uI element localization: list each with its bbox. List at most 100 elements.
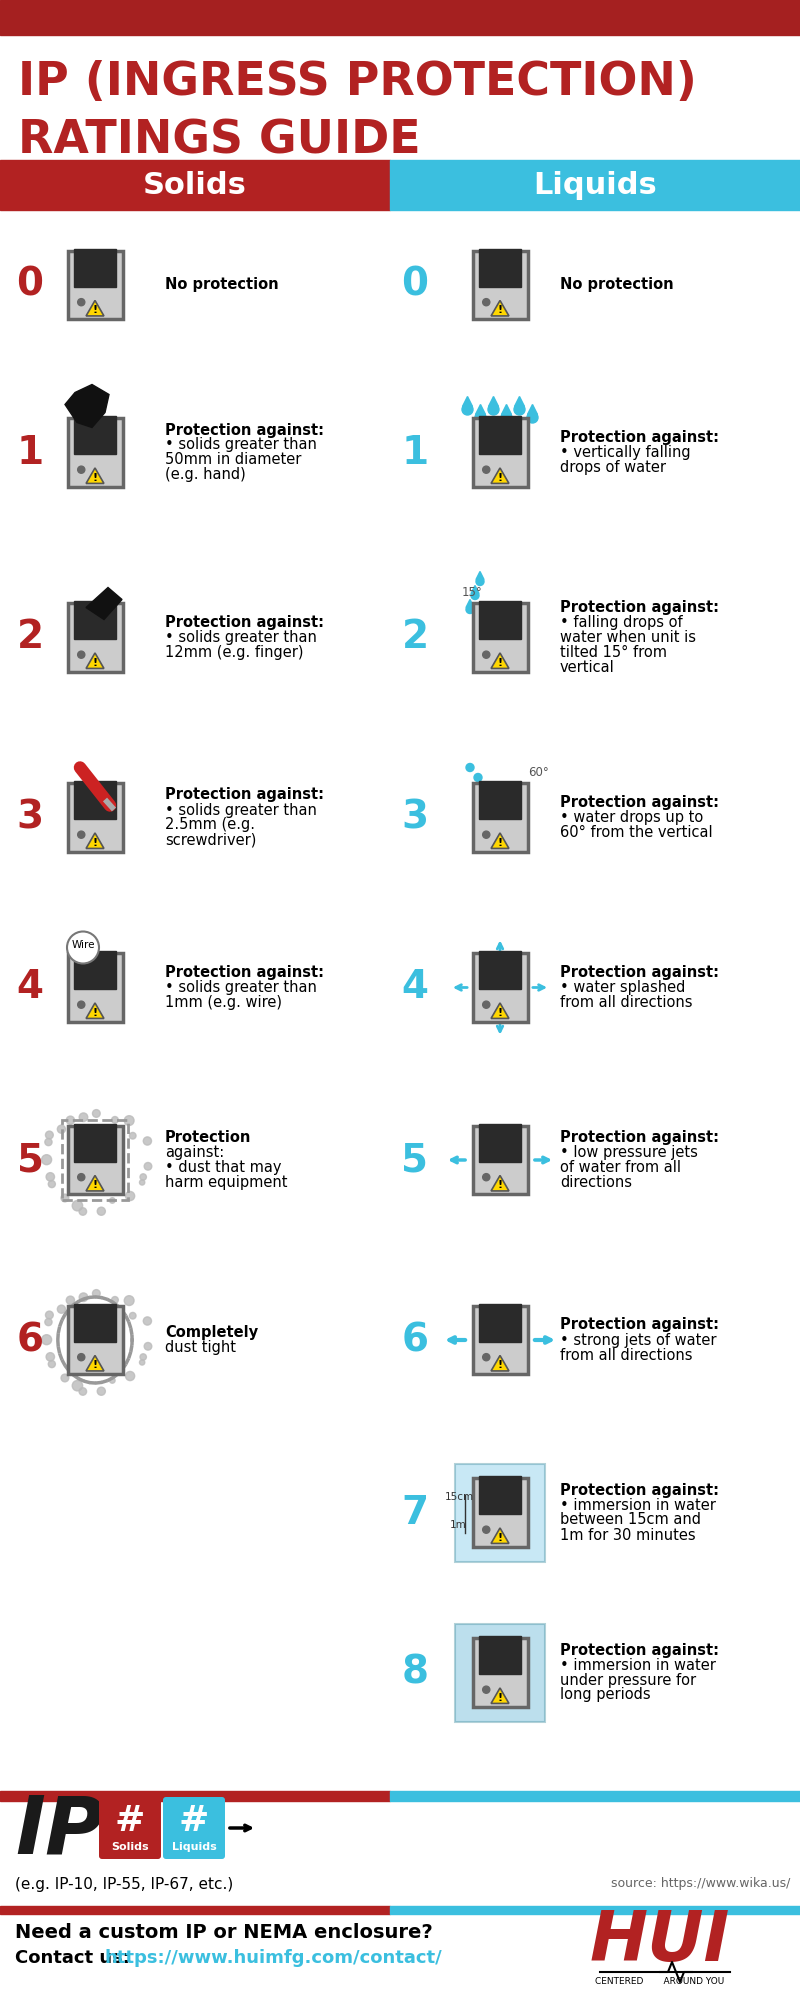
Text: Protection against:: Protection against: [165, 788, 324, 802]
Text: • dust that may: • dust that may [165, 1160, 282, 1174]
Circle shape [98, 1208, 106, 1216]
Circle shape [475, 412, 486, 424]
Bar [74, 416, 116, 454]
Bar [390, 1792, 800, 1800]
Polygon shape [502, 404, 511, 414]
Text: vertical: vertical [560, 660, 614, 676]
Text: #: # [115, 1804, 145, 1838]
Polygon shape [491, 1528, 509, 1544]
Text: dust tight: dust tight [165, 1340, 236, 1356]
Polygon shape [86, 652, 104, 668]
Text: 8: 8 [402, 1654, 429, 1692]
Text: drops of water: drops of water [560, 460, 666, 474]
Polygon shape [86, 588, 122, 620]
Text: 15°: 15° [462, 586, 482, 598]
Text: 6: 6 [17, 1320, 43, 1360]
Text: RATINGS GUIDE: RATINGS GUIDE [18, 118, 421, 164]
Circle shape [78, 1002, 85, 1008]
Circle shape [78, 466, 85, 474]
Text: https://www.huimfg.com/contact/: https://www.huimfg.com/contact/ [105, 1948, 442, 1968]
Circle shape [144, 1162, 152, 1170]
Circle shape [482, 1002, 490, 1008]
Text: IP (INGRESS PROTECTION): IP (INGRESS PROTECTION) [18, 60, 697, 104]
Text: HUI: HUI [590, 1908, 730, 1976]
Text: !: ! [498, 658, 502, 668]
Circle shape [488, 404, 499, 416]
FancyBboxPatch shape [163, 1796, 225, 1860]
Text: Contact us:: Contact us: [15, 1948, 136, 1968]
Text: under pressure for: under pressure for [560, 1672, 696, 1688]
Bar [0, 1792, 390, 1800]
Bar [473, 604, 527, 672]
Text: !: ! [93, 306, 98, 316]
Text: IP: IP [15, 1792, 104, 1872]
Text: • immersion in water: • immersion in water [560, 1658, 716, 1672]
Polygon shape [466, 600, 474, 608]
Circle shape [482, 1174, 490, 1180]
Bar [67, 604, 122, 672]
Text: • water splashed: • water splashed [560, 980, 686, 994]
Text: 2: 2 [402, 618, 429, 656]
Text: Protection against:: Protection against: [560, 794, 719, 810]
Text: (e.g. hand): (e.g. hand) [165, 468, 246, 482]
Text: 1mm (e.g. wire): 1mm (e.g. wire) [165, 994, 282, 1010]
Circle shape [61, 1194, 69, 1202]
Bar [74, 602, 116, 640]
Polygon shape [491, 468, 509, 484]
Circle shape [527, 412, 538, 424]
Text: #: # [179, 1804, 209, 1838]
Text: 3: 3 [402, 798, 429, 836]
Text: 1m: 1m [450, 1520, 466, 1530]
Polygon shape [475, 404, 486, 414]
Bar [0, 0, 800, 34]
Circle shape [45, 1138, 52, 1146]
Bar [473, 1478, 527, 1546]
Bar [74, 248, 116, 286]
Bar [390, 160, 800, 210]
Text: 0: 0 [17, 266, 43, 304]
Polygon shape [514, 396, 525, 406]
Circle shape [139, 1360, 145, 1366]
Circle shape [144, 1342, 152, 1350]
Text: Liquids: Liquids [533, 170, 657, 200]
Bar [473, 418, 527, 486]
Circle shape [140, 1354, 146, 1360]
Text: from all directions: from all directions [560, 1348, 693, 1362]
Text: Protection against:: Protection against: [560, 430, 719, 446]
Text: between 15cm and: between 15cm and [560, 1512, 701, 1528]
Text: 7: 7 [402, 1494, 429, 1532]
Circle shape [46, 1312, 54, 1318]
Bar [479, 1476, 521, 1514]
Text: !: ! [498, 472, 502, 482]
Text: !: ! [498, 1008, 502, 1018]
Circle shape [78, 652, 85, 658]
Circle shape [130, 1312, 136, 1320]
Text: Protection against:: Protection against: [560, 1318, 719, 1332]
Text: !: ! [93, 1008, 98, 1018]
Circle shape [67, 932, 99, 964]
Bar [67, 1306, 122, 1374]
Polygon shape [491, 1176, 509, 1190]
Text: Completely: Completely [165, 1324, 258, 1340]
Text: Protection against:: Protection against: [165, 966, 324, 980]
Text: !: ! [498, 1532, 502, 1542]
Circle shape [46, 1172, 54, 1182]
Text: Protection against:: Protection against: [560, 600, 719, 616]
Bar [479, 248, 521, 286]
Text: 60° from the vertical: 60° from the vertical [560, 824, 713, 840]
Text: • falling drops of: • falling drops of [560, 616, 682, 630]
Circle shape [46, 1352, 54, 1362]
Text: 12mm (e.g. finger): 12mm (e.g. finger) [165, 644, 303, 660]
Polygon shape [476, 572, 484, 580]
Text: 4: 4 [402, 968, 429, 1006]
Circle shape [58, 1306, 66, 1314]
Circle shape [79, 1388, 86, 1396]
Bar [479, 1124, 521, 1162]
Text: • solids greater than: • solids greater than [165, 630, 317, 644]
Text: • solids greater than: • solids greater than [165, 438, 317, 452]
Text: against:: against: [165, 1144, 224, 1160]
Text: • immersion in water: • immersion in water [560, 1498, 716, 1512]
Circle shape [126, 1192, 134, 1200]
Text: 6: 6 [402, 1320, 429, 1360]
Text: • vertically falling: • vertically falling [560, 446, 690, 460]
